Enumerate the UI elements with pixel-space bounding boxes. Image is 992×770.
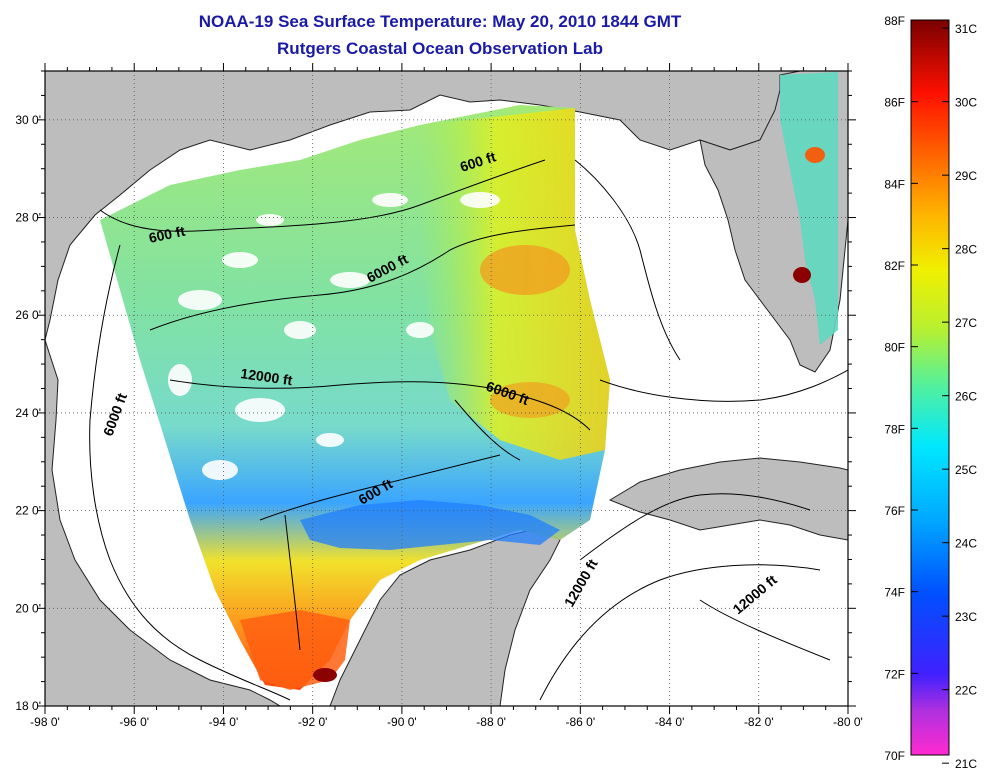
sst-lake-okeechobee (793, 267, 811, 283)
cloud-patches (168, 192, 500, 480)
contour-label-5: 12000 ft (240, 365, 294, 388)
colorbar-c-label: 24C (955, 537, 977, 551)
sst-coastal-warm (805, 147, 825, 163)
lon-tick-label: -96 0' (119, 715, 149, 729)
axis-ticks: -98 0' -96 0' -94 0' -92 0' -90 0' -88 0' -86 … (15, 63, 863, 729)
chart-title: NOAA-19 Sea Surface Temperature: May 20,… (0, 8, 880, 62)
colorbar-c-label: 21C (955, 757, 977, 770)
lon-tick-label: -92 0' (298, 715, 328, 729)
colorbar-fahrenheit-labels: 88F 86F 84F 82F 80F 78F 76F 74F 72F 70F (884, 14, 918, 763)
colorbar-f-label: 76F (884, 504, 905, 518)
lat-tick-label: 28 0' (15, 211, 41, 225)
colorbar-f-label: 82F (884, 259, 905, 273)
lon-tick-label: -82 0' (744, 715, 774, 729)
map-layers (45, 71, 848, 706)
colorbar-f-label: 88F (884, 14, 905, 28)
colorbar-gradient (910, 19, 950, 756)
land-mexico-west (45, 339, 281, 706)
colorbar-f-label: 78F (884, 422, 905, 436)
colorbar-c-label: 30C (955, 96, 977, 110)
sst-loop-current-eddy (480, 245, 570, 295)
lat-tick-label: 30 0' (15, 113, 41, 127)
lon-tick-label: -98 0' (30, 715, 60, 729)
lat-tick-label: 18 0' (15, 699, 41, 713)
lat-tick-label: 20 0' (15, 601, 41, 615)
sst-hot-spot (313, 668, 337, 682)
lon-tick-label: -90 0' (387, 715, 417, 729)
contour-label-1: 600 ft (147, 223, 186, 246)
bathymetry-contours (89, 159, 848, 701)
colorbar-f-label: 70F (884, 749, 905, 763)
lon-tick-label: -88 0' (476, 715, 506, 729)
lat-tick-label: 22 0' (15, 504, 41, 518)
colorbar-c-label: 26C (955, 390, 977, 404)
lon-tick-label: -86 0' (566, 715, 596, 729)
title-line-1: NOAA-19 Sea Surface Temperature: May 20,… (198, 12, 682, 31)
lat-tick-label: 26 0' (15, 308, 41, 322)
sst-eddy-south (490, 382, 570, 418)
colorbar-f-label: 84F (884, 177, 905, 191)
lon-tick-label: -80 0' (833, 715, 863, 729)
sst-atlantic-strip (780, 72, 838, 345)
colorbar-c-label: 25C (955, 463, 977, 477)
colorbar-celsius-labels: 31C 30C 29C 28C 27C 26C 25C 24C 23C 22C 21C (942, 22, 977, 770)
lon-tick-label: -94 0' (209, 715, 239, 729)
colorbar-c-label: 28C (955, 243, 977, 257)
lat-tick-label: 24 0' (15, 406, 41, 420)
colorbar-c-label: 29C (955, 169, 977, 183)
colorbar-f-label: 72F (884, 667, 905, 681)
colorbar-f-label: 86F (884, 96, 905, 110)
colorbar-f-label: 74F (884, 586, 905, 600)
colorbar-f-label: 80F (884, 341, 905, 355)
colorbar-c-label: 31C (955, 22, 977, 36)
colorbar: 88F 86F 84F 82F 80F 78F 76F 74F 72F 70F 31C 30C 29C… (884, 14, 977, 770)
colorbar-c-label: 27C (955, 316, 977, 330)
colorbar-c-label: 23C (955, 610, 977, 624)
sst-cold-band (300, 500, 560, 550)
lon-tick-label: -84 0' (655, 715, 685, 729)
colorbar-c-label: 22C (955, 684, 977, 698)
title-line-2: Rutgers Coastal Ocean Observation Lab (277, 39, 603, 58)
